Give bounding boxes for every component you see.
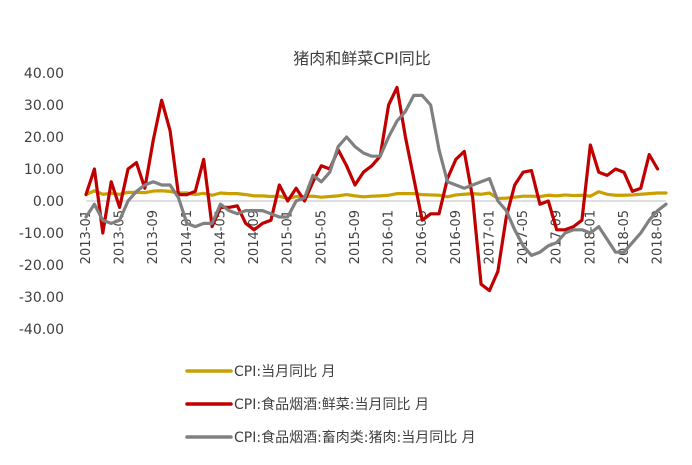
legend-label-1: CPI:当月同比 月 bbox=[234, 364, 336, 380]
series-line-3 bbox=[84, 93, 668, 257]
legend: CPI:当月同比 月 CPI:食品烟酒:鲜菜:当月同比 月 CPI:食品烟酒:畜肉类… bbox=[185, 364, 476, 446]
legend-label-2: CPI:食品烟酒:鲜菜:当月同比 月 bbox=[234, 396, 429, 413]
y-tick-label: -40.00 bbox=[19, 322, 64, 338]
y-axis: 40.00 30.00 20.00 10.00 0.00 -10.00 -20.00 -30.… bbox=[19, 66, 64, 338]
y-tick-label: -20.00 bbox=[19, 258, 64, 274]
y-tick-label: 0.00 bbox=[33, 194, 64, 210]
y-tick-label: 30.00 bbox=[24, 98, 64, 114]
x-tick-label: 2015-05 bbox=[314, 210, 329, 264]
x-tick-label: 2015-01 bbox=[281, 210, 296, 264]
x-tick-label: 2017-01 bbox=[482, 210, 497, 264]
chart-title: 猪肉和鲜菜CPI同比 bbox=[293, 49, 431, 68]
y-tick-label: -30.00 bbox=[19, 290, 64, 306]
x-tick-label: 2013-05 bbox=[113, 210, 128, 264]
x-tick-label: 2018-01 bbox=[583, 210, 598, 264]
series-line-2 bbox=[84, 85, 660, 293]
y-tick-label: 20.00 bbox=[24, 130, 64, 146]
y-tick-label: -10.00 bbox=[19, 226, 64, 242]
x-tick-label: 2014-01 bbox=[180, 210, 195, 264]
x-tick-label: 2016-05 bbox=[415, 210, 430, 264]
x-tick-label: 2013-09 bbox=[146, 210, 161, 264]
y-tick-label: 40.00 bbox=[24, 66, 64, 82]
x-tick-label: 2016-01 bbox=[382, 210, 397, 264]
x-tick-label: 2014-09 bbox=[247, 210, 262, 264]
x-tick-label: 2018-09 bbox=[651, 210, 666, 264]
legend-label-3: CPI:食品烟酒:畜肉类:猪肉:当月同比 月 bbox=[234, 429, 476, 446]
x-tick-label: 2014-05 bbox=[213, 210, 228, 264]
x-tick-label: 2018-05 bbox=[617, 210, 632, 264]
y-tick-label: 10.00 bbox=[24, 162, 64, 178]
x-tick-label: 2015-09 bbox=[348, 210, 363, 264]
x-tick-label: 2013-01 bbox=[79, 210, 94, 264]
x-axis: 2013-01 2013-05 2013-09 2014-01 2014-05 2014-… bbox=[79, 200, 666, 264]
x-tick-label: 2016-09 bbox=[449, 210, 464, 264]
plot-area bbox=[84, 85, 668, 293]
